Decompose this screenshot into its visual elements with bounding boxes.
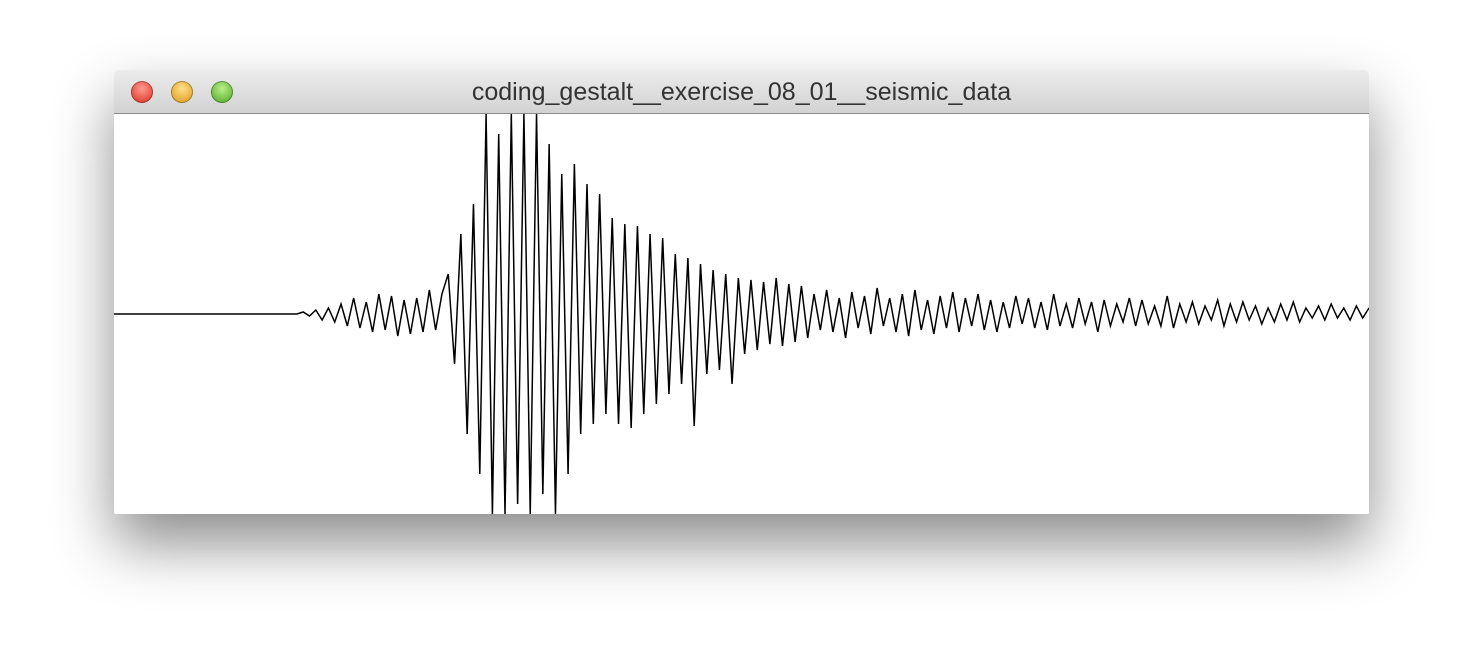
close-button[interactable] (131, 81, 153, 103)
window-title: coding_gestalt__exercise_08_01__seismic_… (471, 78, 1012, 106)
title-bar: coding_gestalt__exercise_08_01__seismic_… (114, 70, 1369, 114)
window: coding_gestalt__exercise_08_01__seismic_… (114, 70, 1369, 514)
waveform-chart (114, 114, 1369, 514)
seismic-trace (114, 114, 1369, 514)
minimize-button[interactable] (171, 81, 193, 103)
zoom-button[interactable] (211, 81, 233, 103)
